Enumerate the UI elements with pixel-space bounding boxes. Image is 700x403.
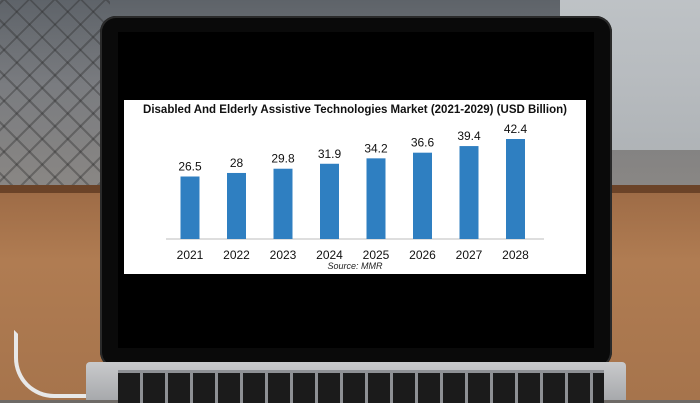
- x-tick-label-2028: 2028: [502, 248, 529, 262]
- x-tick-label-2027: 2027: [456, 248, 483, 262]
- bar-2025: [366, 158, 386, 239]
- bar-2028: [506, 139, 525, 239]
- data-label-2025: 34.2: [364, 141, 388, 155]
- bar-chart: 26.5 2021 28 2022 29.8 2023 31.9 2024 34.2 2025 36…: [166, 122, 544, 262]
- x-tick-label-2022: 2022: [223, 248, 250, 262]
- data-label-2023: 29.8: [271, 152, 295, 166]
- bar-2027: [459, 146, 479, 239]
- charging-cable: [14, 330, 138, 398]
- chart-panel: Disabled And Elderly Assistive Technolog…: [124, 100, 586, 274]
- data-label-2021: 26.5: [178, 160, 202, 174]
- x-tick-label-2025: 2025: [363, 248, 390, 262]
- x-tick-label-2026: 2026: [409, 248, 436, 262]
- data-label-2028: 42.4: [504, 122, 528, 136]
- data-label-2026: 36.6: [411, 136, 435, 150]
- chart-title: Disabled And Elderly Assistive Technolog…: [143, 104, 567, 116]
- bar-2021: [180, 176, 200, 239]
- x-tick-label-2024: 2024: [316, 248, 343, 262]
- bar-2023: [273, 168, 293, 239]
- x-tick-label-2023: 2023: [270, 248, 297, 262]
- background-lattice: [0, 0, 110, 200]
- chart-source: Source: MMR: [327, 261, 383, 271]
- data-label-2024: 31.9: [318, 147, 342, 161]
- data-label-2022: 28: [230, 156, 244, 170]
- bar-2026: [413, 152, 432, 239]
- bar-2024: [320, 163, 339, 239]
- bar-2022: [227, 172, 246, 239]
- x-tick-label-2021: 2021: [177, 248, 204, 262]
- laptop-keyboard: [118, 370, 604, 403]
- data-label-2027: 39.4: [457, 129, 481, 143]
